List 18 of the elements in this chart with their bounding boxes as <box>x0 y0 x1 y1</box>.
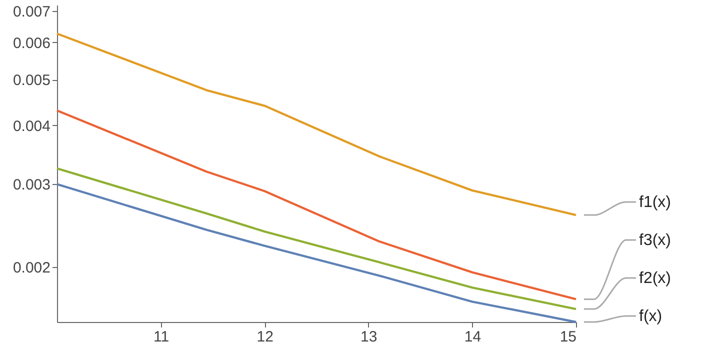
text: f(x) <box>639 308 662 325</box>
y-tick-label: 0.002 <box>12 260 50 277</box>
y-tick-label: 0.005 <box>12 72 50 90</box>
y-tick-label: 0.006 <box>12 34 50 52</box>
y-tick-label: 0.004 <box>12 118 50 135</box>
x-tick-label: 12 <box>256 328 274 346</box>
x-tick-label: 11 <box>154 328 170 346</box>
x-tick-label: 15 <box>560 328 576 346</box>
text: f3(x) <box>639 232 671 249</box>
x-tick-label: 13 <box>360 328 378 346</box>
line-series <box>56 32 578 216</box>
y-tick-label: 0.003 <box>12 176 50 194</box>
text: f1(x) <box>639 194 671 211</box>
x-tick-label: 14 <box>464 328 482 346</box>
y-tick-label: 0.007 <box>12 3 50 20</box>
line-series <box>56 109 578 300</box>
text: f2(x) <box>639 270 671 287</box>
line-series <box>56 167 578 310</box>
